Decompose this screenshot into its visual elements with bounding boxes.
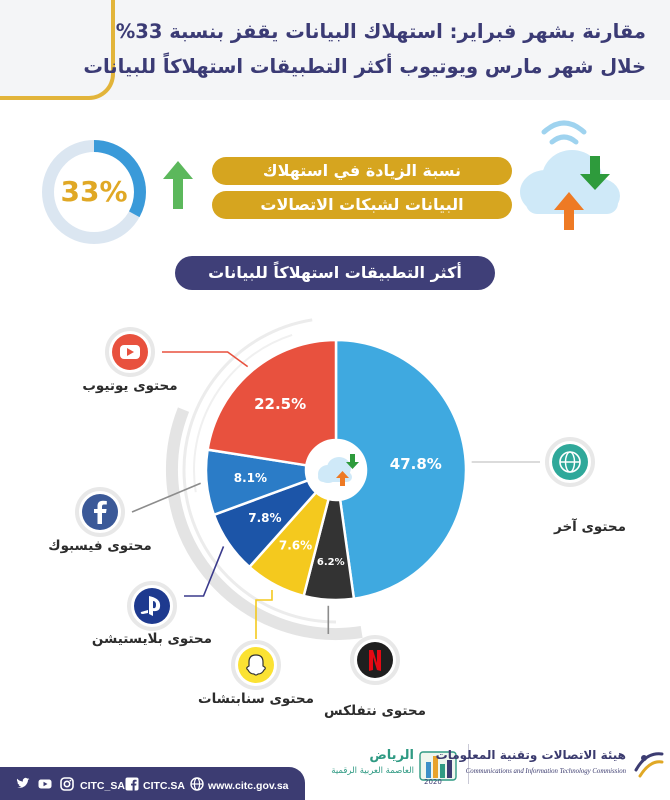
- citc-logo: هيئة الاتصالات وتقنية المعلومات Communic…: [436, 742, 666, 788]
- twitter-icon[interactable]: [16, 777, 30, 791]
- slice-label-1: 6.2%: [317, 557, 345, 568]
- instagram-icon[interactable]: [60, 777, 74, 791]
- citc-name-ar: هيئة الاتصالات وتقنية المعلومات: [435, 748, 626, 762]
- citc-name-en: Communications and Information Technolog…: [465, 768, 626, 775]
- web-icon[interactable]: [190, 777, 204, 791]
- up-arrow-icon: [163, 161, 193, 209]
- slice-name-5: محتوى يوتيوب: [82, 378, 178, 394]
- increase-label-line-2: البيانات لشبكات الاتصالات: [212, 191, 512, 219]
- increase-percent: 33%: [60, 175, 128, 208]
- slice-name-0: محتوى آخر: [554, 519, 626, 535]
- slice-name-1: محتوى نتفلكس: [324, 703, 426, 719]
- header-accent-corner: [0, 0, 115, 100]
- slice-label-0: 47.8%: [390, 455, 442, 473]
- slice-label-4: 8.1%: [234, 471, 267, 485]
- footer-handle-social[interactable]: CITC_SA: [80, 780, 125, 792]
- youtube-small-icon[interactable]: [38, 777, 52, 791]
- header: مقارنة بشهر فبراير: استهلاك البيانات يقف…: [0, 0, 670, 100]
- slice-name-2: محتوى سنابتشات: [198, 691, 314, 707]
- decorative-arcs: [166, 318, 363, 640]
- facebook-icon: [75, 487, 125, 537]
- cloud-data-icon: [520, 120, 620, 230]
- snapchat-icon: [231, 640, 281, 690]
- slice-label-3: 7.8%: [248, 511, 281, 525]
- footer-handle-fb[interactable]: CITC.SA: [143, 780, 185, 792]
- riyadh-skyline-icon: [419, 751, 457, 781]
- playstation-icon: [127, 581, 177, 631]
- facebook-small-icon[interactable]: [125, 777, 139, 791]
- slice-label-5: 22.5%: [254, 395, 306, 413]
- center-cloud-icon: [306, 440, 366, 500]
- chart-subtitle: أكثر التطبيقات استهلاكاً للبيانات: [175, 256, 495, 290]
- footer-website[interactable]: www.citc.gov.sa: [208, 780, 289, 792]
- footer: CITC_SA CITC.SA www.citc.gov.sa: [0, 758, 670, 800]
- citc-emblem-icon: [634, 752, 664, 778]
- youtube-icon: [105, 327, 155, 377]
- globe-icon: [545, 437, 595, 487]
- riyadh-logo: الرياض العاصمة العربية الرقمية 2020: [322, 742, 462, 788]
- slice-name-4: محتوى فيسبوك: [48, 538, 152, 554]
- pie-slice-5: [206, 338, 338, 467]
- riyadh-year: 2020: [424, 778, 442, 786]
- leader-line-2: [255, 589, 273, 639]
- logo-divider: [468, 744, 469, 784]
- pie-chart: 47.8% 6.2% 7.6% 7.8% 8.1% 22.5%: [75, 318, 595, 690]
- riyadh-title: الرياض: [369, 748, 414, 763]
- leader-line-5: [162, 351, 249, 368]
- title-line-2: خلال شهر مارس ويوتيوب أكثر التطبيقات است…: [83, 55, 646, 78]
- leader-line-4: [131, 482, 201, 513]
- percent-ring: [42, 140, 146, 244]
- page-title: مقارنة بشهر فبراير: استهلاك البيانات يقف…: [26, 14, 646, 84]
- netflix-icon: [350, 635, 400, 685]
- slice-name-3: محتوى بلايستيشن: [91, 631, 212, 647]
- title-line-1: مقارنة بشهر فبراير: استهلاك البيانات يقف…: [115, 20, 646, 43]
- riyadh-subtitle: العاصمة العربية الرقمية: [331, 766, 414, 776]
- leader-line-3: [184, 546, 225, 597]
- slice-label-2: 7.6%: [279, 538, 312, 552]
- increase-label-line-1: نسبة الزيادة في استهلاك: [212, 157, 512, 185]
